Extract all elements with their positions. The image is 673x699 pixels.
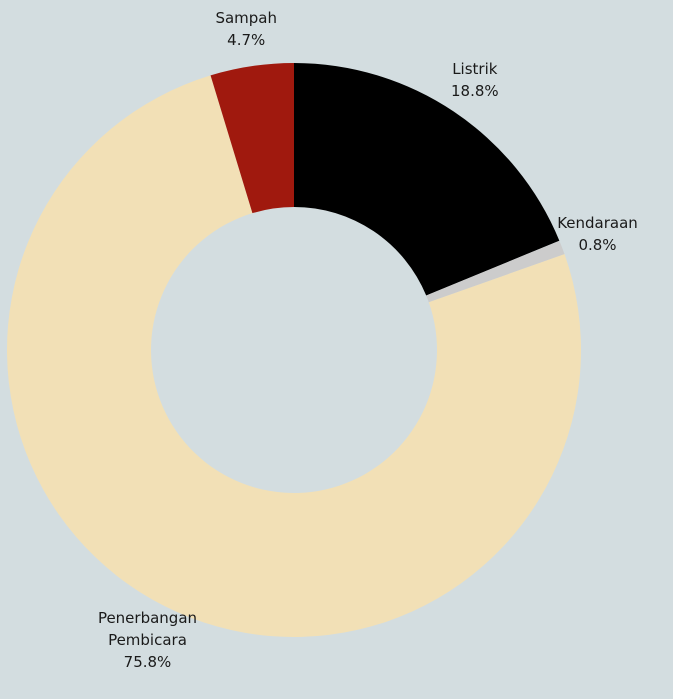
slice-value: 75.8% [123, 653, 172, 672]
donut-slice [426, 240, 565, 303]
slice-name: Penerbangan Pembicara [97, 609, 198, 650]
donut-slice [294, 63, 560, 296]
slice-value: 0.8% [578, 235, 617, 254]
slice-label: Kendaraan 0.8% [523, 212, 673, 256]
slice-name: Listrik [452, 59, 498, 78]
slice-name: Kendaraan [557, 213, 638, 232]
slice-label: Sampah 4.7% [171, 7, 321, 51]
slice-label: Listrik 18.8% [400, 58, 550, 102]
donut-slice [210, 63, 294, 214]
slice-name: Sampah [215, 8, 277, 27]
slice-value: 4.7% [227, 30, 266, 49]
slice-label: Penerbangan Pembicara 75.8% [72, 607, 222, 673]
slice-value: 18.8% [450, 81, 499, 100]
donut-slice [7, 75, 582, 638]
